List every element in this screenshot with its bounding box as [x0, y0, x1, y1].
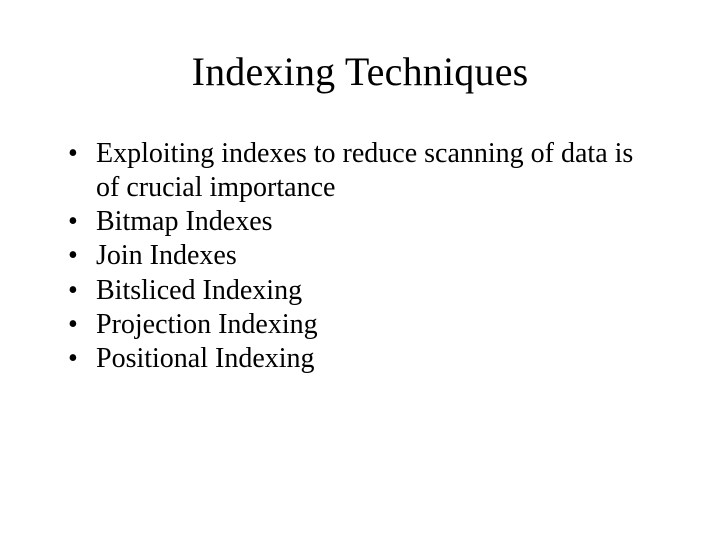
list-item: Exploiting indexes to reduce scanning of…	[68, 137, 660, 205]
list-item: Projection Indexing	[68, 308, 660, 342]
list-item: Join Indexes	[68, 239, 660, 273]
slide-title: Indexing Techniques	[60, 48, 660, 95]
list-item: Positional Indexing	[68, 342, 660, 376]
bullet-list: Exploiting indexes to reduce scanning of…	[60, 137, 660, 376]
list-item: Bitmap Indexes	[68, 205, 660, 239]
slide: Indexing Techniques Exploiting indexes t…	[0, 0, 720, 540]
list-item: Bitsliced Indexing	[68, 274, 660, 308]
